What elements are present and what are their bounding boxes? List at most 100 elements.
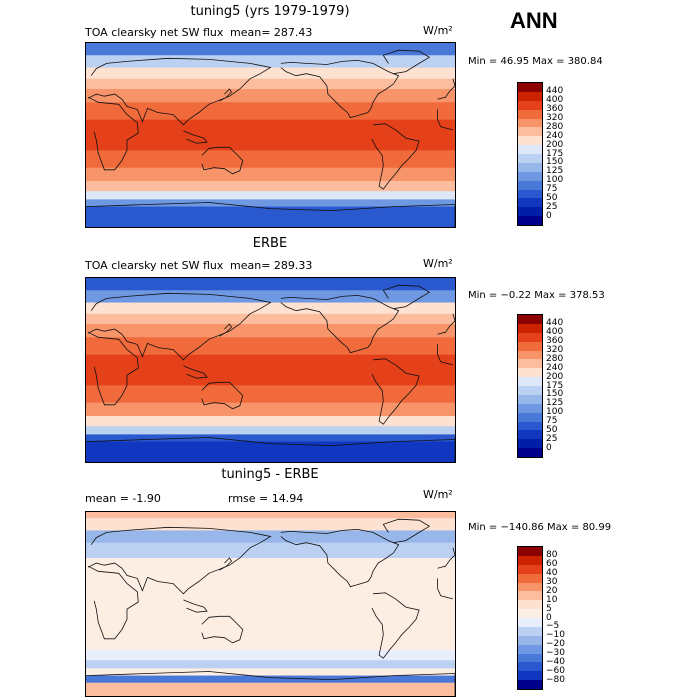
- colorbar-tick-label: 150: [546, 157, 564, 168]
- colorbar-tick-label: 200: [546, 139, 564, 150]
- colorbar-swatch: [518, 100, 542, 110]
- colorbar-tick-label: 25: [546, 433, 558, 444]
- flux-band-4: [86, 313, 455, 325]
- colorbar-tick-label: 80: [546, 550, 558, 561]
- colorbar-tick-label: 125: [546, 166, 564, 177]
- colorbar-swatch: [518, 680, 542, 690]
- flux-band-12: [86, 199, 455, 208]
- panel-1-minmax: Min = 46.95 Max = 380.84: [468, 56, 603, 67]
- coastline-1-1: [280, 59, 400, 119]
- colorbar-swatch: [518, 171, 542, 181]
- panel-2-unit-label: W/m²: [423, 257, 453, 270]
- colorbar-swatch: [518, 136, 542, 146]
- flux-band-11: [86, 191, 455, 200]
- flux-band-6: [86, 650, 455, 661]
- panel-1-variable-label: TOA clearsky net SW flux: [85, 26, 224, 39]
- colorbar-swatch: [518, 394, 542, 405]
- flux-band-2: [86, 55, 455, 69]
- season-label: ANN: [510, 8, 558, 33]
- colorbar-swatch: [518, 118, 542, 128]
- flux-band-5: [86, 558, 455, 651]
- panel-3-map-canvas: [86, 512, 455, 696]
- colorbar-tick-label: −20: [546, 639, 565, 650]
- coastline-4-1: [444, 313, 455, 334]
- panel-2-map-canvas: [86, 278, 455, 462]
- colorbar-swatch: [518, 350, 542, 360]
- colorbar-tick-label: 75: [546, 416, 558, 426]
- panel-2-title: ERBE: [252, 236, 288, 251]
- colorbar-tick-label: 400: [546, 95, 564, 106]
- panel-1-map: [85, 42, 456, 228]
- colorbar-tick-label: 440: [546, 86, 564, 97]
- colorbar-swatch: [518, 644, 542, 654]
- colorbar-swatch: [518, 600, 542, 610]
- flux-band-10: [86, 416, 455, 427]
- panel-1-unit-label: W/m²: [423, 24, 453, 37]
- coastline-5-3: [437, 109, 453, 131]
- colorbar-swatch: [518, 109, 542, 119]
- colorbar-swatch: [518, 368, 542, 378]
- colorbar-swatch: [518, 626, 542, 637]
- coastline-4-1: [444, 547, 455, 568]
- colorbar-swatch: [518, 671, 542, 681]
- colorbar-tick-label: 360: [546, 104, 564, 115]
- colorbar-tick-label: −5: [546, 621, 560, 632]
- coastline-9-1: [86, 202, 455, 227]
- colorbar-swatch: [518, 653, 542, 663]
- coastline-5-2: [87, 96, 139, 171]
- panel-3-title: tuning5 - ERBE: [221, 467, 319, 482]
- coastline-3-1: [371, 358, 420, 425]
- colorbar-tick-label: 0: [546, 612, 552, 623]
- colorbar-tick-label: 100: [546, 407, 564, 418]
- coastline-3-1: [371, 592, 420, 659]
- colorbar-swatch: [518, 618, 542, 628]
- colorbar-swatch: [518, 403, 542, 413]
- flux-band-13: [86, 206, 455, 227]
- flux-band-6: [86, 102, 455, 121]
- panel-3-minmax: Min = −140.86 Max = 80.99: [468, 522, 612, 533]
- flux-band-5: [86, 324, 455, 338]
- colorbar-swatch: [518, 127, 542, 137]
- colorbar-tick-label: 320: [546, 345, 564, 355]
- colorbar-swatch: [518, 430, 542, 440]
- colorbar-swatch: [518, 154, 542, 164]
- coastline-5-2: [87, 565, 139, 640]
- coastline-7-1: [183, 365, 208, 379]
- colorbar-swatch: [518, 421, 542, 431]
- flux-band-11: [86, 426, 455, 435]
- coastline-5-2: [87, 331, 139, 406]
- colorbar-swatch: [518, 198, 542, 208]
- colorbar-tick-label: 360: [546, 336, 564, 347]
- colorbar-tick-label: 60: [546, 559, 558, 570]
- colorbar-swatch: [518, 91, 542, 102]
- colorbar-tick-label: 40: [546, 568, 558, 579]
- colorbar-tick-label: 0: [546, 442, 552, 453]
- colorbar-swatch: [518, 216, 542, 226]
- coastline-6-1: [201, 146, 244, 175]
- panel-3-colorbar: 80 60 40 30 20 10 5 0 −5 −10 −20 −30 −40 −60 −80: [517, 546, 565, 690]
- colorbar-swatch: [518, 162, 542, 173]
- panel-2-variable-label: TOA clearsky net SW flux: [85, 259, 224, 272]
- coastline-4-2: [87, 292, 272, 361]
- colorbar-swatch: [518, 323, 542, 334]
- coastline-8-1: [219, 323, 233, 337]
- flux-band-9: [86, 402, 455, 417]
- coastline-9-1: [86, 671, 455, 696]
- flux-band-7: [86, 354, 455, 386]
- colorbar-tick-label: 240: [546, 130, 564, 141]
- flux-band-2: [86, 290, 455, 304]
- coastline-3-1: [371, 123, 420, 190]
- flux-band-1: [86, 278, 455, 291]
- colorbar-tick-label: 5: [546, 603, 552, 614]
- colorbar-tick-label: 50: [546, 424, 558, 435]
- colorbar-tick-label: −10: [546, 630, 565, 641]
- colorbar-swatch: [518, 448, 542, 458]
- colorbar-swatch: [518, 145, 542, 155]
- colorbar-swatch: [518, 386, 542, 396]
- panel-1-title: tuning5 (yrs 1979-1979): [190, 4, 350, 19]
- flux-band-6: [86, 337, 455, 356]
- colorbar-swatch: [518, 635, 542, 645]
- coastline-7-1: [183, 130, 208, 144]
- colorbar-swatch: [518, 439, 542, 449]
- flux-band-4: [86, 542, 455, 559]
